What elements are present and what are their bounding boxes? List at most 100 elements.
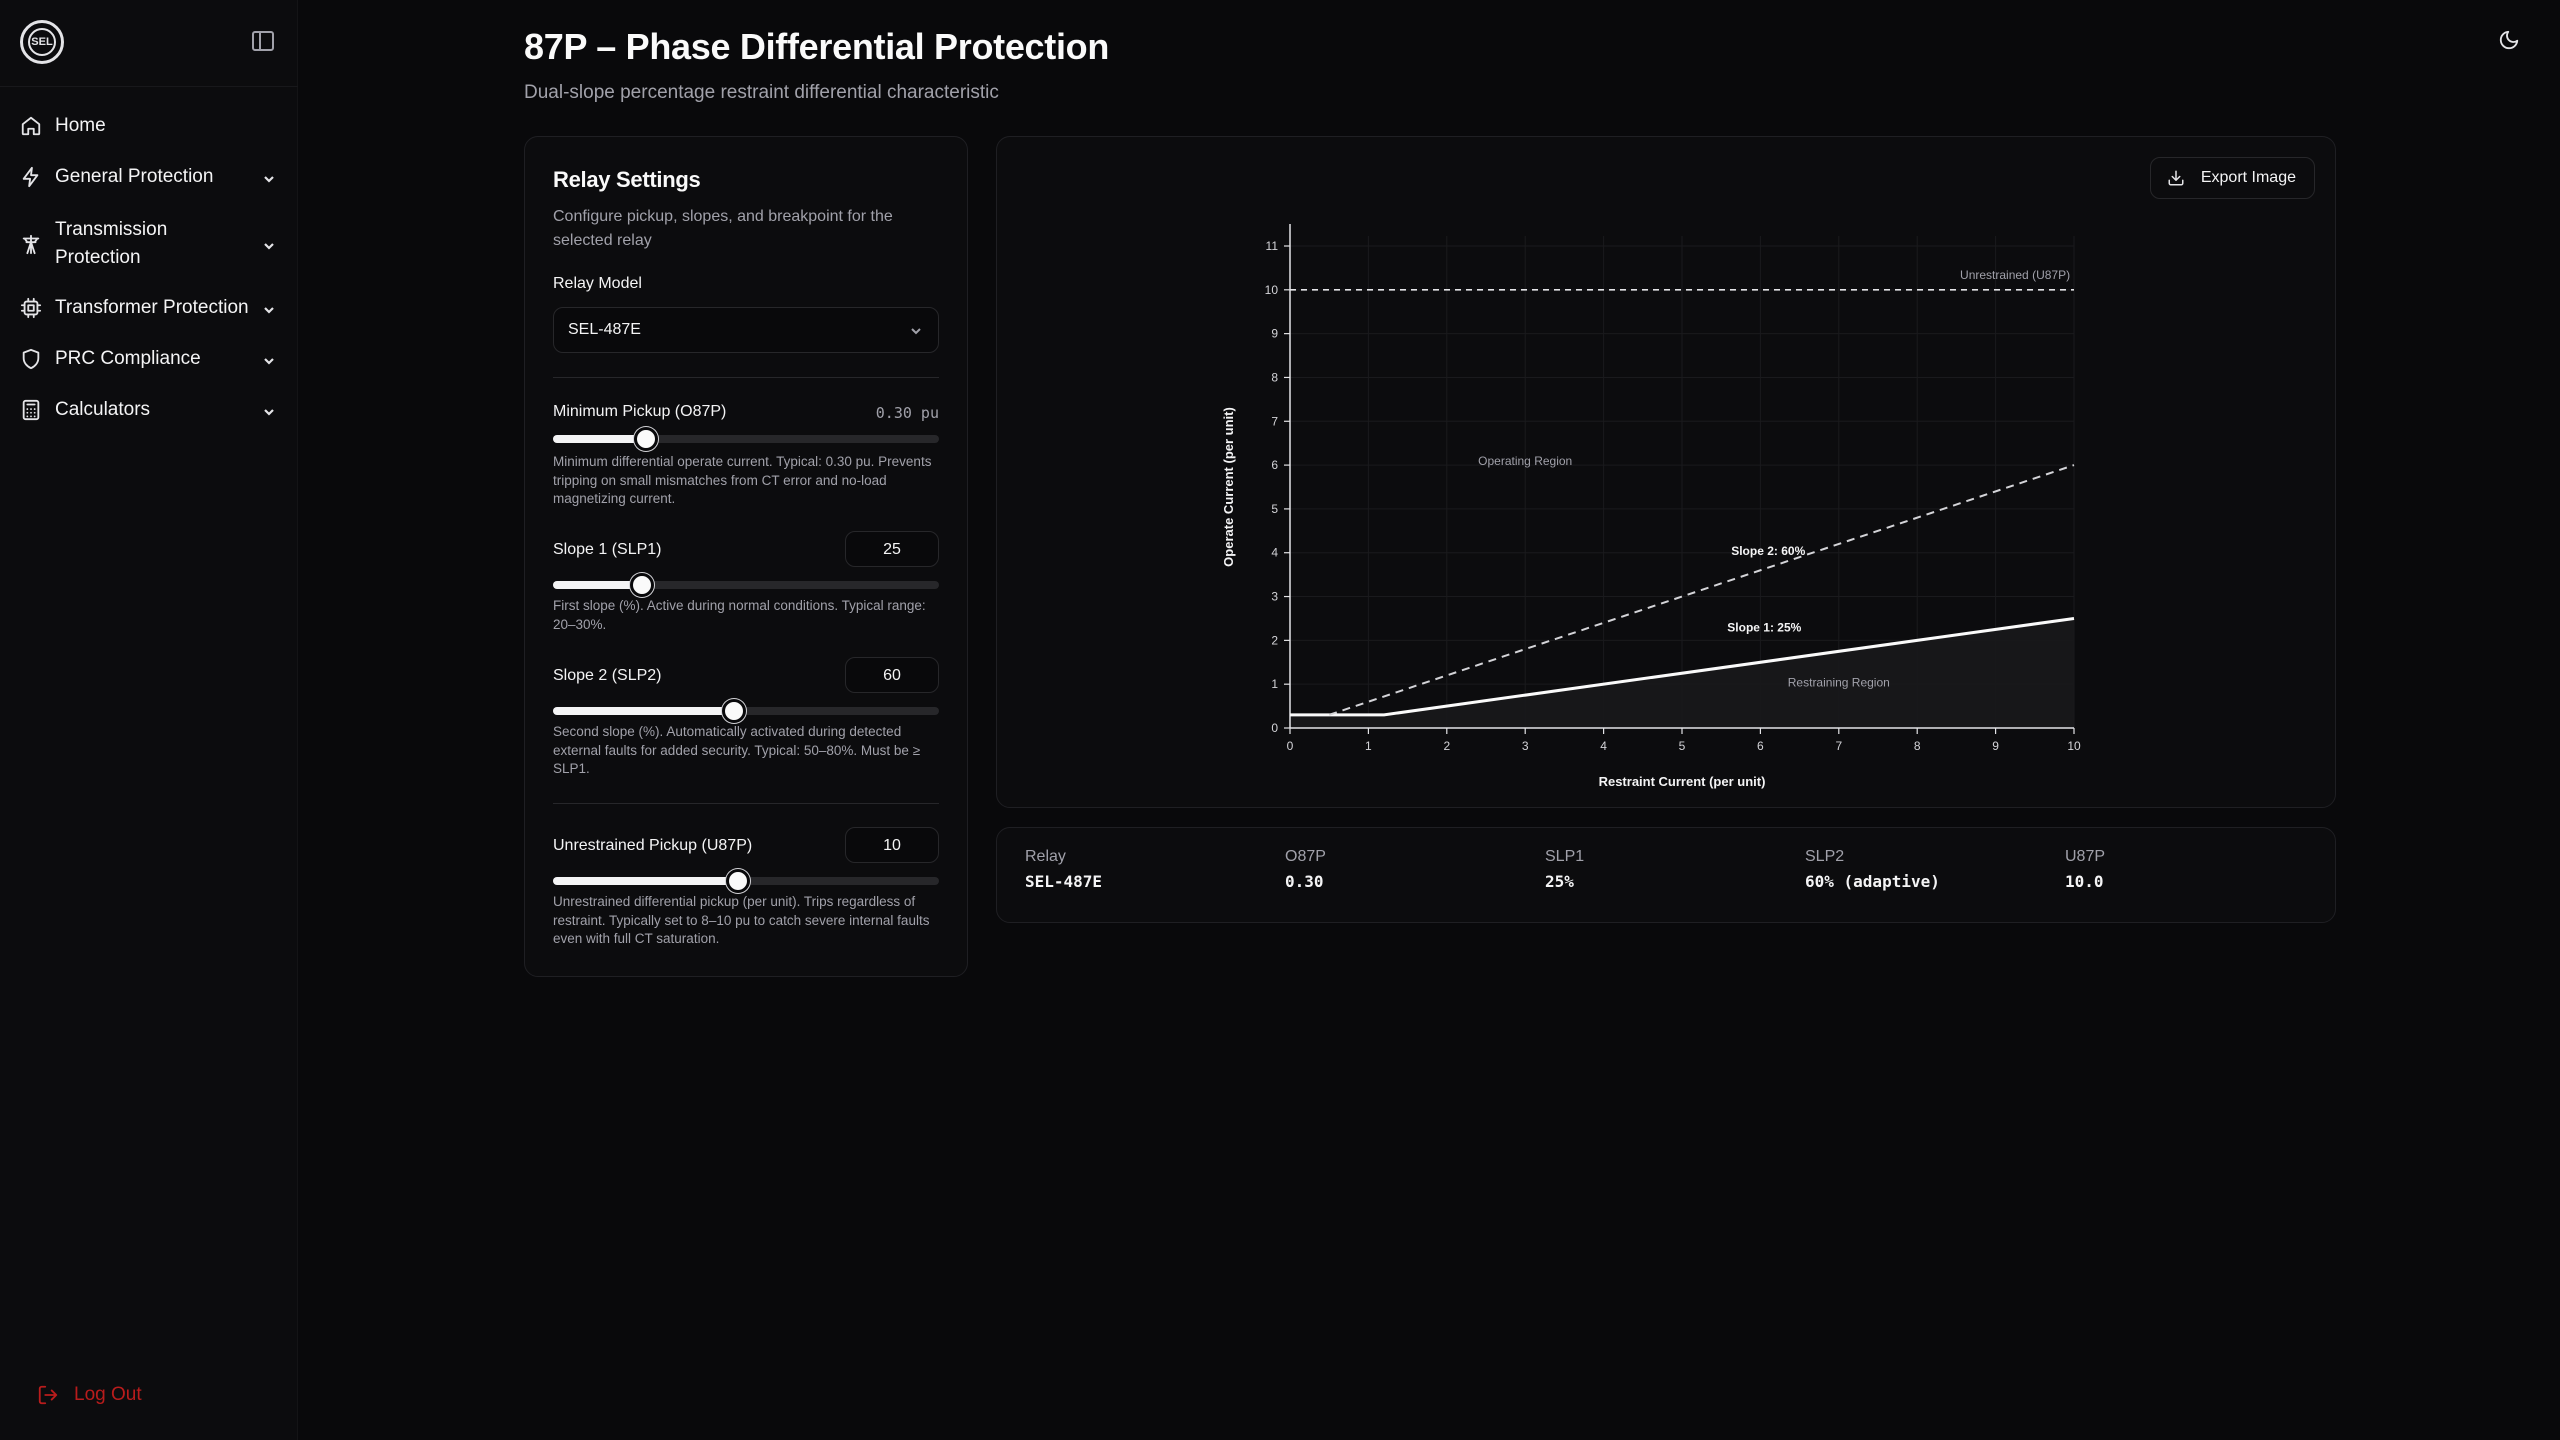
slope1-help: First slope (%). Active during normal co… [553, 598, 926, 632]
download-icon [2168, 170, 2184, 186]
relay-model-value: SEL-487E [568, 321, 641, 338]
summary-relay: Relay SEL-487E [1025, 848, 1102, 891]
slope2-input[interactable]: 60 [845, 657, 939, 693]
slope1-value: 25 [883, 541, 901, 558]
zap-icon [20, 166, 42, 188]
y-tick-label: 11 [1266, 239, 1279, 253]
unrestrained-label: Unrestrained Pickup (U87P) [553, 837, 753, 854]
slider-fill [553, 877, 739, 885]
chart-annotation: Restraining Region [1788, 675, 1890, 689]
settings-description: Configure pickup, slopes, and breakpoint… [553, 208, 893, 249]
summary-value: 10.0 [2065, 872, 2104, 891]
x-tick-label: 10 [2067, 739, 2081, 753]
slider-thumb[interactable] [633, 427, 658, 451]
slider-thumb[interactable] [726, 869, 751, 893]
relay-model-label: Relay Model [553, 275, 642, 292]
summary-u87p: U87P 10.0 [2065, 848, 2105, 891]
y-tick-label: 10 [1265, 283, 1279, 297]
chevron-down-icon[interactable] [262, 301, 276, 315]
sidebar-item-label: PRC Compliance [55, 348, 201, 369]
y-axis-label: Operate Current (per unit) [1221, 407, 1236, 567]
sidebar-item-prc-compliance[interactable]: PRC Compliance [0, 345, 298, 373]
theme-toggle-moon-icon[interactable] [2498, 29, 2522, 53]
unrestrained-slider[interactable] [553, 869, 939, 893]
slope1-input[interactable]: 25 [845, 531, 939, 567]
chevron-down-icon[interactable] [262, 352, 276, 366]
logo[interactable]: SEL [20, 20, 64, 64]
x-tick-label: 6 [1757, 739, 1764, 753]
chevron-down-icon [910, 324, 922, 336]
sidebar-item-calculators[interactable]: Calculators [0, 396, 298, 424]
chevron-down-icon[interactable] [262, 170, 276, 184]
summary-value: SEL-487E [1025, 872, 1103, 891]
sidebar-item-label: General Protection [55, 166, 214, 187]
y-tick-label: 9 [1271, 327, 1278, 341]
relay-model-select[interactable]: SEL-487E [553, 307, 939, 353]
summary-value: 25% [1545, 872, 1574, 891]
x-tick-label: 5 [1679, 739, 1686, 753]
chevron-down-icon[interactable] [262, 237, 276, 251]
home-icon [20, 115, 42, 137]
relay-settings-card: Relay Settings Configure pickup, slopes,… [524, 136, 968, 977]
series-line-2 [1328, 464, 2075, 716]
unrestrained-help: Unrestrained differential pickup (per un… [553, 894, 930, 946]
cpu-icon [20, 297, 42, 319]
summary-label: Relay [1025, 848, 1066, 865]
min-pickup-value: 0.30 pu [875, 404, 939, 422]
slope2-label: Slope 2 (SLP2) [553, 667, 662, 684]
slope2-slider[interactable] [553, 699, 939, 723]
summary-slp2: SLP2 60% (adaptive) [1805, 848, 1940, 891]
settings-summary-card: Relay SEL-487E O87P 0.30 SLP1 25% SLP2 6… [996, 827, 2336, 923]
y-tick-label: 7 [1271, 414, 1278, 428]
slope2-help: Second slope (%). Automatically activate… [553, 724, 921, 776]
slider-thumb[interactable] [629, 573, 654, 597]
sidebar-toggle-icon[interactable] [252, 31, 274, 51]
summary-label: SLP2 [1805, 848, 1845, 865]
sidebar-item-home[interactable]: Home [0, 112, 298, 140]
chevron-down-icon[interactable] [262, 403, 276, 417]
slope1-slider[interactable] [553, 573, 939, 597]
unrestrained-input[interactable]: 10 [845, 827, 939, 863]
y-tick-label: 6 [1271, 458, 1278, 472]
chart-annotation: Operating Region [1478, 454, 1572, 468]
x-tick-label: 7 [1835, 739, 1842, 753]
summary-value: 60% (adaptive) [1805, 872, 1940, 891]
slider-fill [553, 435, 646, 443]
series-line-1 [1290, 616, 2075, 717]
chart-annotation: Slope 2: 60% [1731, 544, 1805, 558]
sidebar-item-transmission-protection[interactable]: Transmission Protection [0, 216, 298, 272]
sidebar-item-label: Transmission Protection [55, 219, 168, 268]
divider [553, 377, 939, 378]
sidebar-item-label: Calculators [55, 399, 151, 420]
slider-thumb[interactable] [722, 699, 747, 723]
y-tick-label: 2 [1271, 633, 1278, 647]
y-tick-label: 3 [1271, 590, 1278, 604]
x-tick-label: 2 [1443, 739, 1450, 753]
x-tick-label: 8 [1914, 739, 1921, 753]
sidebar: SEL Home General Protection Transmission… [0, 0, 298, 1440]
x-tick-label: 0 [1287, 739, 1294, 753]
logout-icon [38, 1385, 58, 1405]
summary-value: 0.30 [1285, 872, 1324, 891]
chart-annotation: Unrestrained (U87P) [1960, 268, 2070, 282]
page-subtitle: Dual-slope percentage restraint differen… [524, 82, 999, 103]
summary-slp1: SLP1 25% [1545, 848, 1584, 891]
export-image-button[interactable]: Export Image [2149, 157, 2315, 199]
x-tick-label: 3 [1522, 739, 1529, 753]
logout-button[interactable]: Log Out [36, 1384, 142, 1406]
summary-label: O87P [1285, 848, 1326, 865]
x-tick-label: 1 [1365, 739, 1372, 753]
calculator-icon [20, 399, 42, 421]
min-pickup-slider[interactable] [553, 427, 939, 451]
unrestrained-value: 10 [883, 837, 901, 854]
sidebar-item-transformer-protection[interactable]: Transformer Protection [0, 294, 298, 322]
y-tick-label: 8 [1271, 370, 1278, 384]
sidebar-item-general-protection[interactable]: General Protection [0, 163, 298, 191]
slope1-label: Slope 1 (SLP1) [553, 541, 662, 558]
slider-fill [553, 581, 642, 589]
settings-title: Relay Settings [553, 167, 701, 192]
sidebar-item-label: Home [55, 115, 106, 136]
y-tick-label: 5 [1271, 502, 1278, 516]
min-pickup-label: Minimum Pickup (O87P) [553, 403, 727, 420]
divider [553, 803, 939, 804]
